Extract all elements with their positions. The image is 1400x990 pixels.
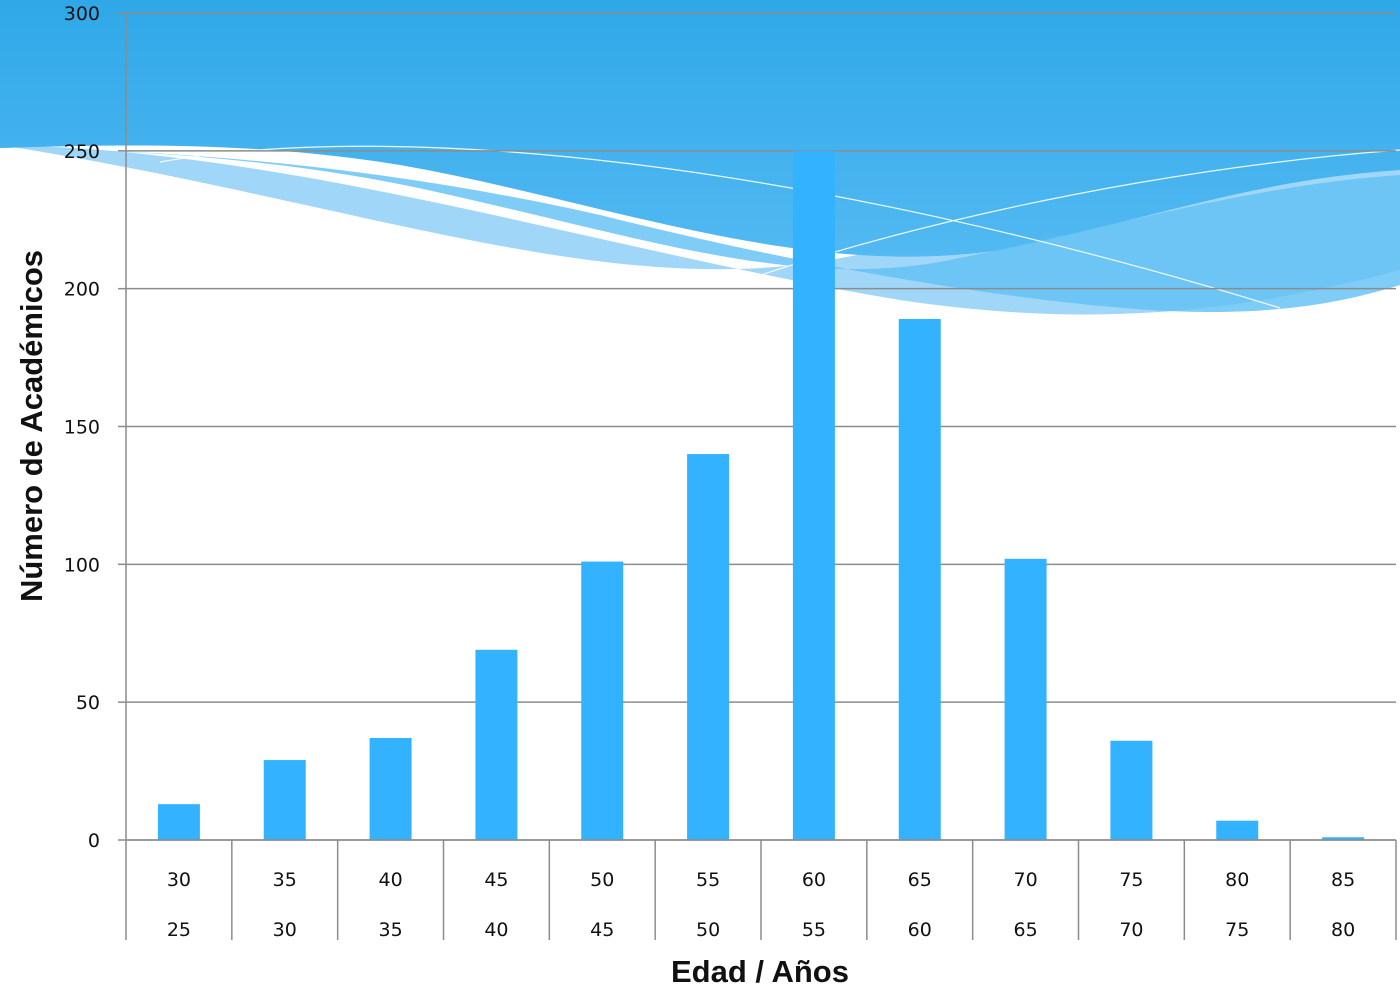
x-tick-labels: 30 25 35 30 40 35 45 40 50 45 55 50 60 55 65 60 70 65 75 70…: [167, 869, 1355, 941]
bar-8: [1004, 558, 1047, 840]
x-tick-label-lower: 70: [1119, 919, 1143, 941]
y-tick-label: 50: [76, 692, 100, 714]
bar-9: [1110, 740, 1153, 840]
x-tick-label-lower: 30: [273, 919, 297, 941]
bar-3: [475, 649, 518, 840]
x-tick-label-upper: 80: [1225, 869, 1249, 891]
y-axis-title: Número de Académicos: [14, 250, 49, 602]
bar-2: [369, 738, 412, 840]
axes: [125, 13, 1397, 940]
x-tick-label-upper: 70: [1013, 869, 1037, 891]
wave-mid-band: [0, 148, 1400, 312]
y-tick-labels: 0 50 100 150 200 250 300: [64, 3, 100, 852]
bar-0: [157, 804, 200, 840]
bar-series: [157, 150, 1365, 841]
x-tick-label-upper: 75: [1119, 869, 1143, 891]
x-tick-label-lower: 55: [802, 919, 826, 941]
x-tick-label-lower: 35: [378, 919, 402, 941]
x-tick-label-lower: 25: [167, 919, 191, 941]
y-tick-label: 100: [64, 554, 100, 576]
x-tick-label-lower: 60: [908, 919, 932, 941]
y-tick-label: 300: [64, 3, 100, 25]
y-tick-label: 150: [64, 417, 100, 439]
bar-7: [898, 318, 941, 840]
bar-4: [581, 561, 624, 840]
x-tick-label-upper: 65: [908, 869, 932, 891]
x-tick-label-lower: 65: [1013, 919, 1037, 941]
bar-11: [1322, 837, 1365, 840]
x-tick-label-lower: 50: [696, 919, 720, 941]
x-tick-label-lower: 40: [484, 919, 508, 941]
x-tick-label-upper: 50: [590, 869, 614, 891]
x-tick-label-upper: 45: [484, 869, 508, 891]
y-tick-label: 250: [64, 141, 100, 163]
x-tick-label-upper: 35: [273, 869, 297, 891]
wave-thin-line: [159, 145, 1281, 309]
y-tick-label: 0: [88, 830, 100, 852]
x-tick-label-upper: 40: [378, 869, 402, 891]
y-tick-label: 200: [64, 279, 100, 301]
x-tick-label-upper: 85: [1331, 869, 1355, 891]
bar-6: [792, 150, 835, 841]
x-tick-label-upper: 30: [167, 869, 191, 891]
bar-10: [1216, 820, 1259, 840]
x-tick-label-lower: 80: [1331, 919, 1355, 941]
bar-5: [687, 454, 730, 840]
bar-1: [263, 760, 306, 840]
x-tick-label-upper: 55: [696, 869, 720, 891]
decorative-wave-banner: [0, 0, 1400, 315]
x-axis-title: Edad / Años: [671, 954, 849, 989]
x-tick-label-lower: 75: [1225, 919, 1249, 941]
wave-dark-band: [0, 0, 1400, 257]
x-tick-label-lower: 45: [590, 919, 614, 941]
x-tick-label-upper: 60: [802, 869, 826, 891]
